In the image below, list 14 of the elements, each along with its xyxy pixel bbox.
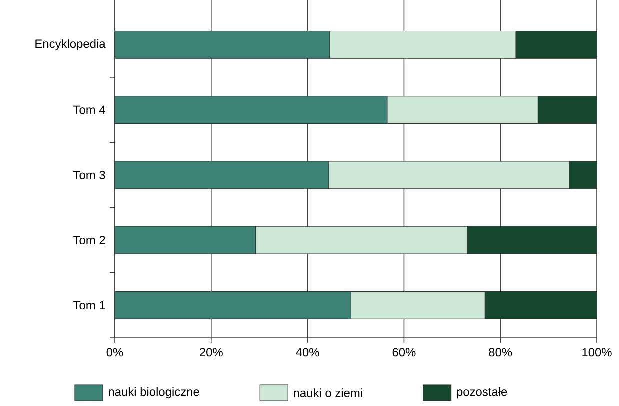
x-tick-label: 100% xyxy=(582,348,612,357)
legend-label: nauki biologiczne xyxy=(108,387,200,399)
x-tick-label: 80% xyxy=(489,348,512,357)
legend-label: nauki o ziemi xyxy=(294,388,362,398)
x-tick-label: 60% xyxy=(392,348,416,357)
y-tick-label: Encyklopedia xyxy=(36,39,106,51)
x-tick-label: 40% xyxy=(296,348,320,357)
legend-label: pozostałe xyxy=(457,387,508,399)
y-tick-label: Tom 3 xyxy=(74,170,106,180)
y-tick-label: Tom 4 xyxy=(74,106,106,114)
y-tick-label: Tom 2 xyxy=(74,236,106,245)
x-tick-label: 0% xyxy=(106,348,124,357)
y-tick-label: Tom 1 xyxy=(74,301,106,310)
x-tick-label: 20% xyxy=(200,348,223,357)
